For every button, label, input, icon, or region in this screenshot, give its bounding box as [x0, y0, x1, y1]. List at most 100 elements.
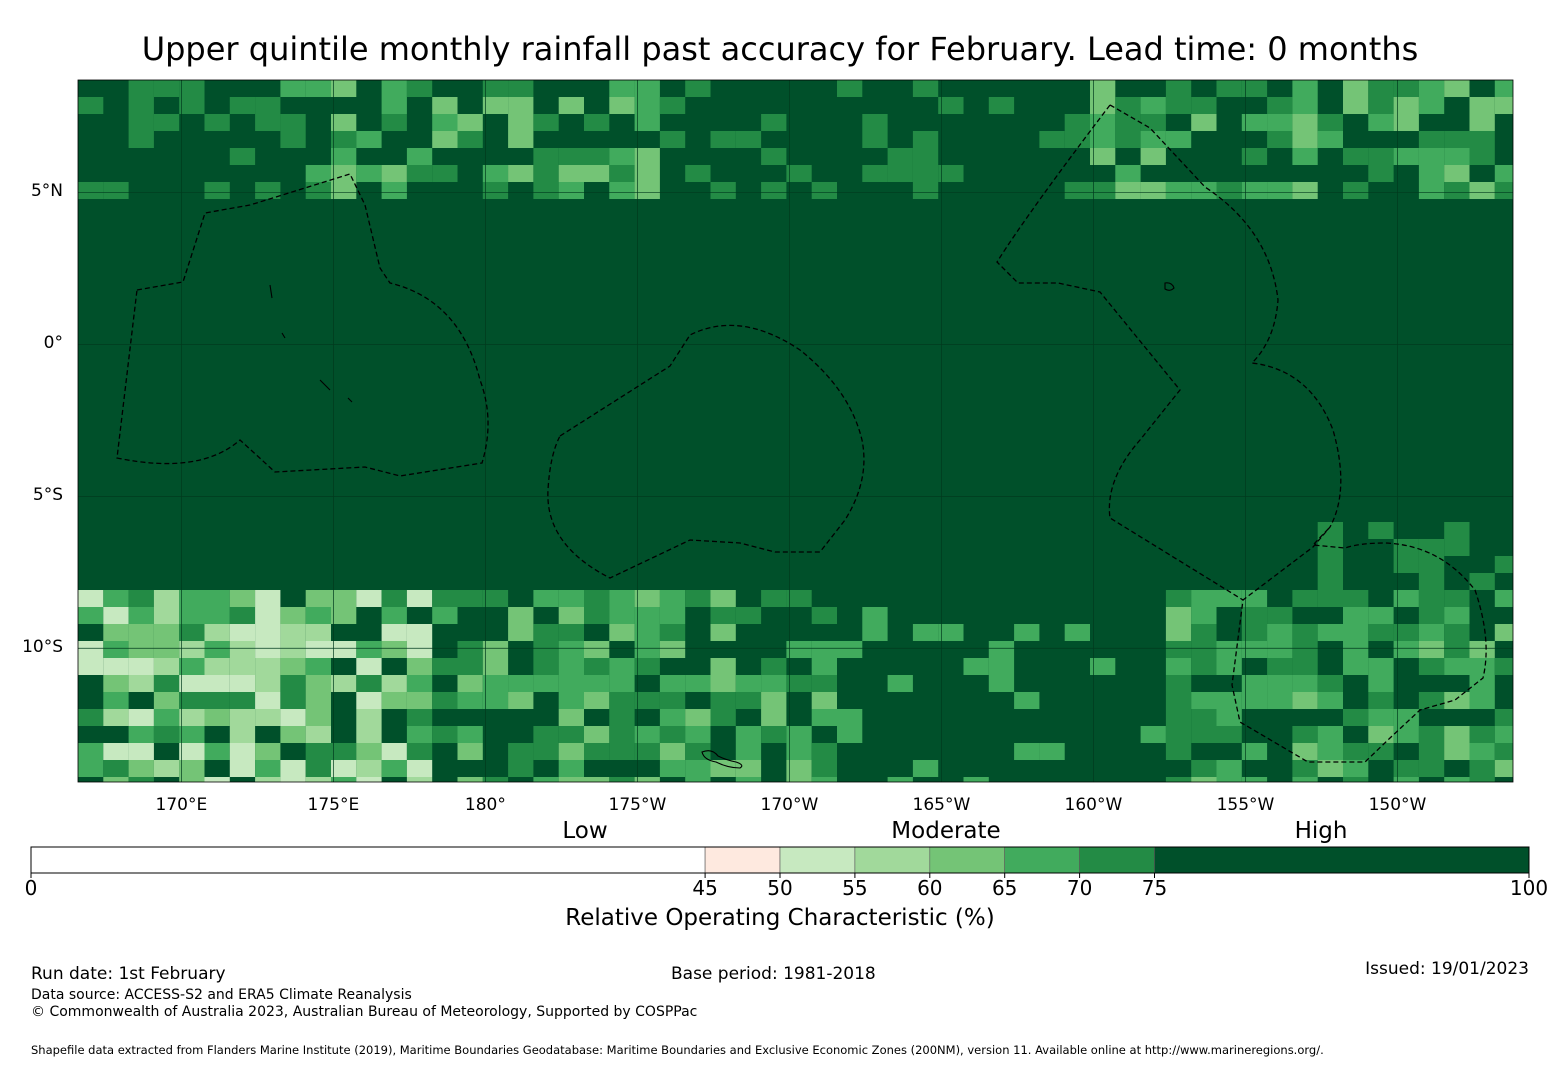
- accuracy-cell: [331, 131, 357, 148]
- accuracy-cell: [1444, 590, 1470, 607]
- accuracy-cell: [179, 777, 205, 782]
- accuracy-cell: [457, 658, 483, 675]
- accuracy-cell: [356, 692, 382, 709]
- accuracy-cell: [685, 760, 711, 777]
- accuracy-cell: [78, 658, 104, 675]
- eez-boundary-tokelau-samoa: [547, 324, 865, 579]
- colorbar-tick-label: 100: [1509, 876, 1549, 900]
- accuracy-cell: [558, 726, 584, 743]
- accuracy-cell: [1368, 658, 1394, 675]
- lat-label-10s: 10°S: [22, 637, 63, 658]
- accuracy-cell: [685, 709, 711, 726]
- accuracy-cell: [811, 641, 837, 658]
- accuracy-cell: [1393, 641, 1419, 658]
- accuracy-cell: [229, 624, 256, 641]
- accuracy-cell: [204, 658, 230, 675]
- accuracy-cell: [1469, 641, 1495, 658]
- accuracy-cell: [710, 692, 736, 709]
- accuracy-cell: [1292, 692, 1318, 709]
- accuracy-cell: [659, 692, 686, 709]
- accuracy-cell: [710, 590, 736, 607]
- accuracy-cell: [862, 624, 888, 641]
- map-title: Upper quintile monthly rainfall past acc…: [141, 30, 1419, 68]
- accuracy-cell: [1368, 743, 1394, 760]
- accuracy-cell: [179, 709, 205, 726]
- accuracy-cell: [204, 641, 230, 658]
- accuracy-cell: [381, 607, 407, 624]
- accuracy-cell: [356, 760, 382, 777]
- accuracy-cell: [482, 165, 509, 182]
- island-upolu-savaii: [701, 750, 743, 769]
- accuracy-cell: [305, 777, 331, 782]
- accuracy-cell: [1418, 539, 1445, 556]
- issued-date: Issued: 19/01/2023: [1365, 959, 1529, 979]
- accuracy-cell: [988, 641, 1015, 658]
- accuracy-cell: [558, 624, 584, 641]
- accuracy-cell: [153, 658, 180, 675]
- accuracy-cell: [786, 777, 812, 782]
- accuracy-cell: [280, 709, 306, 726]
- accuracy-cell: [634, 182, 660, 199]
- accuracy-cell: [1090, 114, 1116, 131]
- accuracy-cell: [356, 658, 382, 675]
- accuracy-cell: [457, 777, 483, 782]
- accuracy-cell: [381, 165, 407, 182]
- accuracy-cell: [1444, 624, 1470, 641]
- accuracy-cell: [659, 590, 686, 607]
- accuracy-cell: [1418, 624, 1445, 641]
- accuracy-cell: [331, 182, 357, 199]
- accuracy-cell: [103, 658, 129, 675]
- accuracy-cell: [634, 726, 660, 743]
- accuracy-cell: [533, 726, 559, 743]
- accuracy-cell: [1064, 182, 1090, 199]
- accuracy-cell: [912, 148, 939, 165]
- accuracy-cell: [659, 709, 686, 726]
- accuracy-cell: [786, 641, 812, 658]
- legend-category-moderate: Moderate: [891, 818, 1001, 844]
- accuracy-cell: [457, 692, 483, 709]
- accuracy-cell: [153, 80, 180, 97]
- accuracy-cell: [280, 692, 306, 709]
- accuracy-cell: [1368, 165, 1394, 182]
- lon-label-175w: 175°W: [608, 795, 667, 815]
- accuracy-cell: [786, 675, 812, 692]
- accuracy-cell: [204, 692, 230, 709]
- accuracy-cell: [1241, 692, 1268, 709]
- accuracy-cell: [1267, 692, 1293, 709]
- accuracy-cell: [1418, 148, 1445, 165]
- accuracy-cell: [811, 675, 837, 692]
- accuracy-cell: [558, 709, 584, 726]
- accuracy-cell: [1292, 675, 1318, 692]
- accuracy-cell: [584, 777, 610, 782]
- accuracy-cell: [78, 709, 104, 726]
- accuracy-cell: [381, 675, 407, 692]
- accuracy-cell: [1165, 658, 1192, 675]
- accuracy-cell: [1418, 97, 1445, 114]
- colorbar-segment: [854, 846, 931, 874]
- accuracy-cell: [1317, 590, 1343, 607]
- accuracy-cell: [685, 777, 711, 782]
- accuracy-cell: [406, 641, 433, 658]
- accuracy-cell: [1343, 624, 1369, 641]
- eez-boundary-kiribati-line: [996, 104, 1487, 763]
- accuracy-cell: [1444, 641, 1470, 658]
- accuracy-cell: [179, 624, 205, 641]
- accuracy-cell: [1494, 658, 1513, 675]
- accuracy-cell: [1444, 165, 1470, 182]
- accuracy-cell: [381, 590, 407, 607]
- accuracy-cell: [179, 760, 205, 777]
- island-coastlines: [269, 282, 1175, 769]
- accuracy-cell: [558, 760, 584, 777]
- accuracy-cell: [204, 114, 230, 131]
- accuracy-cell: [1090, 658, 1116, 675]
- accuracy-cell: [482, 692, 509, 709]
- accuracy-cell: [508, 114, 534, 131]
- accuracy-cell: [179, 743, 205, 760]
- accuracy-cell: [609, 624, 635, 641]
- accuracy-cell: [1444, 607, 1470, 624]
- accuracy-cell: [1418, 607, 1445, 624]
- accuracy-cell: [634, 590, 660, 607]
- lon-label-155w: 155°W: [1216, 795, 1275, 815]
- lon-label-150w: 150°W: [1368, 795, 1427, 815]
- accuracy-cell: [735, 743, 762, 760]
